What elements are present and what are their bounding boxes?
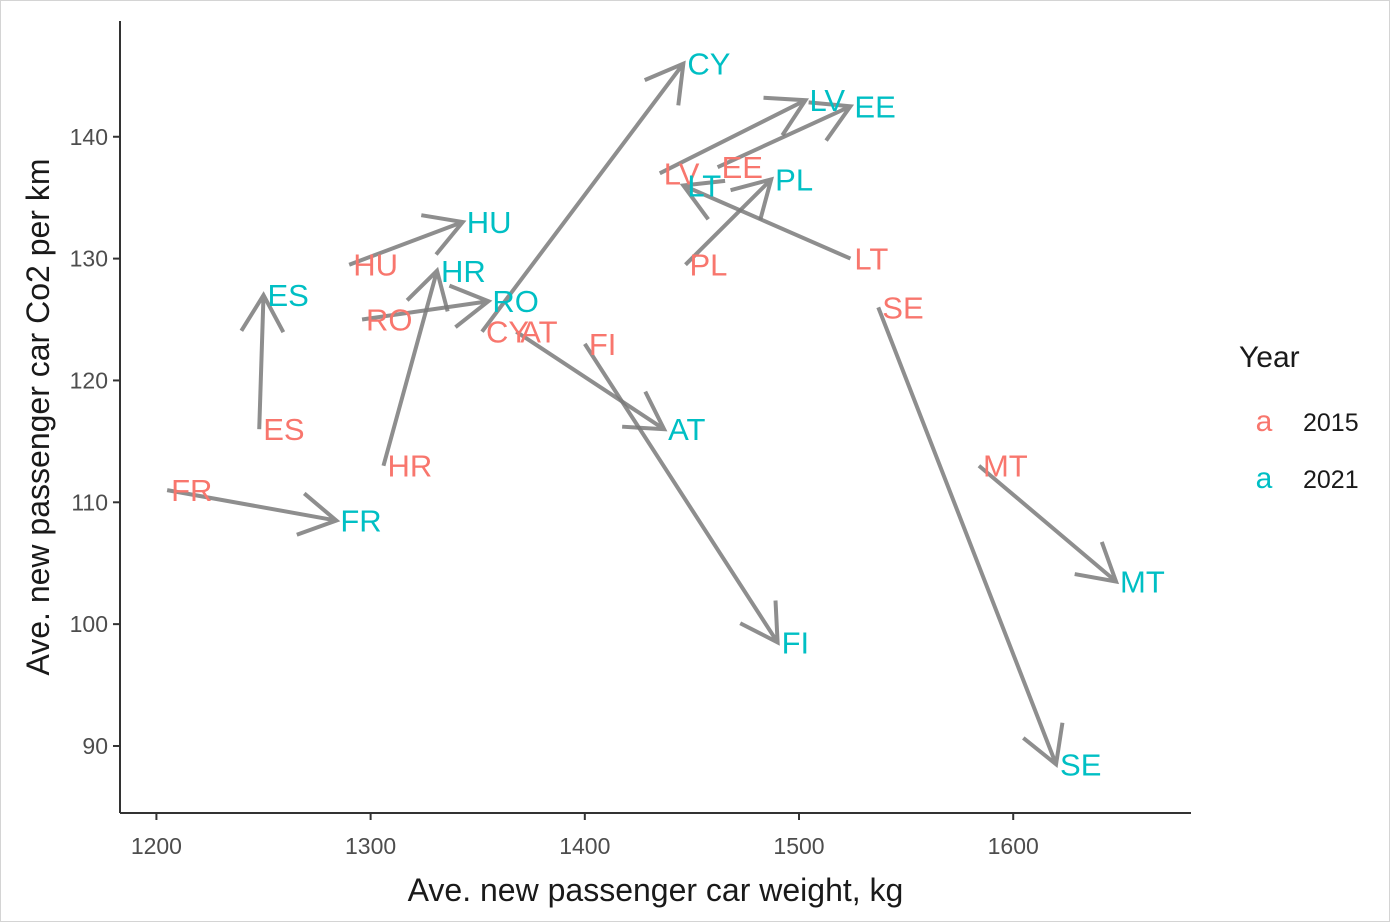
arrow-mt (977, 464, 1120, 585)
legend-key-glyph: a (1256, 462, 1273, 495)
point-label-hu-2021: HU (467, 205, 512, 240)
point-label-hr-2015: HR (387, 449, 432, 484)
arrow-hr (381, 266, 450, 467)
arrow-cy (480, 60, 686, 333)
x-tick-label: 1400 (559, 833, 610, 859)
point-label-lv-2021: LV (809, 83, 845, 118)
point-label-ro-2021: RO (492, 284, 539, 319)
point-label-mt-2021: MT (1120, 564, 1165, 599)
legend-title: Year (1239, 341, 1300, 374)
arrow-hu (348, 213, 467, 267)
point-label-fr-2021: FR (340, 504, 381, 539)
y-tick-label: 90 (82, 733, 108, 759)
point-label-fi-2021: FI (782, 625, 810, 660)
x-tick-label: 1300 (345, 833, 396, 859)
point-label-at-2015: AT (520, 315, 557, 350)
x-axis-ticks: 1200 1300 1400 1500 1600 (131, 813, 1039, 859)
point-label-lt-2021: LT (687, 168, 721, 203)
point-label-fi-2015: FI (589, 327, 617, 362)
point-label-hr-2021: HR (441, 254, 486, 289)
y-tick-label: 140 (70, 124, 108, 150)
y-tick-label: 130 (70, 246, 108, 272)
arrow-se (876, 306, 1065, 768)
point-label-pl-2021: PL (775, 162, 813, 197)
legend: Year a 2015 a 2021 (1239, 341, 1359, 495)
legend-entry-label: 2015 (1303, 409, 1359, 437)
arrow-fi (583, 342, 780, 646)
arrow-at (515, 330, 668, 432)
y-axis-ticks: 90 100 110 120 130 140 (70, 124, 120, 759)
axes-layer: 1200 1300 1400 1500 1600 90 100 110 120 130 140 (70, 21, 1191, 859)
point-label-se-2015: SE (882, 290, 923, 325)
legend-key-glyph: a (1256, 405, 1273, 438)
arrow-ro (361, 283, 493, 329)
y-tick-label: 100 (70, 611, 108, 637)
point-label-ee-2015: EE (722, 150, 763, 185)
point-label-cy-2021: CY (687, 47, 730, 82)
point-label-fr-2015: FR (171, 473, 212, 508)
arrow-lt (679, 178, 852, 261)
arrows-layer (166, 60, 1120, 768)
legend-entries: a 2015 a 2021 (1256, 405, 1359, 495)
point-label-cy-2015: CY (486, 315, 529, 350)
y-tick-label: 110 (71, 489, 108, 515)
arrow-es (239, 291, 286, 430)
point-label-pl-2015: PL (689, 248, 727, 283)
point-label-lv-2015: LV (664, 156, 700, 191)
x-tick-label: 1500 (773, 833, 824, 859)
point-label-se-2021: SE (1060, 747, 1101, 782)
arrow-fr (166, 488, 341, 537)
point-label-ee-2021: EE (854, 89, 895, 124)
arrow-ee (716, 100, 855, 170)
arrow-pl (684, 176, 775, 267)
x-tick-label: 1200 (131, 833, 182, 859)
point-label-at-2021: AT (668, 412, 705, 447)
point-label-ro-2015: RO (366, 303, 413, 338)
y-tick-label: 120 (70, 367, 108, 393)
x-axis-title: Ave. new passenger car weight, kg (408, 872, 904, 908)
arrow-lv (658, 95, 810, 176)
point-label-hu-2015: HU (353, 248, 398, 283)
point-label-es-2021: ES (268, 278, 309, 313)
x-tick-label: 1600 (988, 833, 1039, 859)
legend-entry-label: 2021 (1303, 466, 1359, 494)
point-label-lt-2015: LT (854, 242, 888, 277)
point-label-es-2015: ES (263, 412, 304, 447)
y-axis-title: Ave. new passenger car Co2 per km (20, 159, 56, 676)
point-label-mt-2015: MT (983, 449, 1028, 484)
